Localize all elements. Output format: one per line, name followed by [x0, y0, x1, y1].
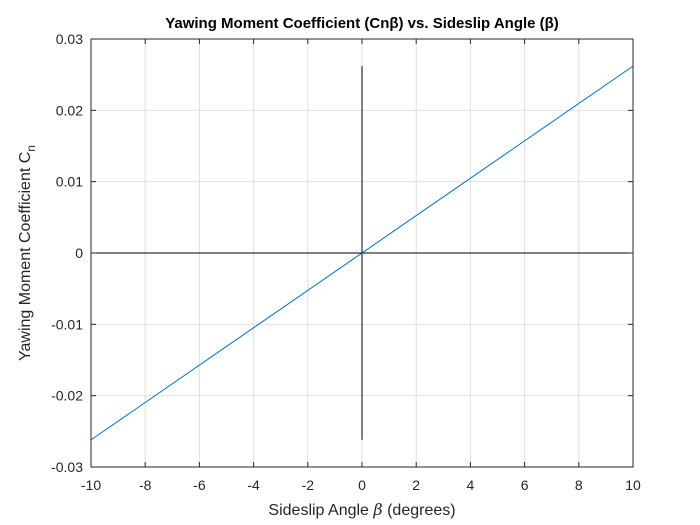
x-axis-label: Sideslip Angle β (degrees)	[268, 500, 455, 519]
x-tick-label: -8	[139, 477, 152, 493]
y-axis-label: Yawing Moment Coefficient Cn	[17, 145, 38, 361]
y-tick-label: 0.01	[56, 174, 83, 190]
y-tick-label: 0	[75, 245, 83, 261]
x-tick-label: 6	[521, 477, 529, 493]
x-tick-label: -4	[247, 477, 260, 493]
y-tick-labels: -0.03 -0.02 -0.01 0 0.01 0.02 0.03	[51, 31, 83, 475]
y-axis-label-main: Yawing Moment Coefficient C	[17, 152, 34, 361]
x-tick-label: 2	[412, 477, 420, 493]
x-axis-label-symbol: β	[372, 500, 382, 519]
x-tick-label: -2	[302, 477, 315, 493]
chart-title: Yawing Moment Coefficient (Cnβ) vs. Side…	[165, 15, 559, 32]
y-tick-label: 0.03	[56, 31, 83, 47]
x-tick-labels: -10 -8 -6 -4 -2 0 2 4 6 8 10	[81, 477, 641, 493]
x-tick-label: 8	[575, 477, 583, 493]
series-group	[90, 65, 634, 441]
x-tick-label: -10	[81, 477, 101, 493]
x-tick-label: 4	[467, 477, 475, 493]
x-tick-label: 0	[358, 477, 366, 493]
x-axis-label-prefix: Sideslip Angle	[268, 502, 373, 519]
x-tick-label: -6	[193, 477, 206, 493]
y-tick-label: -0.03	[51, 459, 83, 475]
y-tick-label: -0.02	[51, 388, 83, 404]
x-axis-label-suffix: (degrees)	[383, 502, 456, 519]
x-tick-label: 10	[625, 477, 641, 493]
y-axis-label-subscript: n	[24, 145, 38, 152]
y-tick-label: 0.02	[56, 102, 83, 118]
ticks	[90, 38, 634, 468]
series-line	[90, 65, 634, 441]
y-tick-label: -0.01	[51, 316, 83, 332]
